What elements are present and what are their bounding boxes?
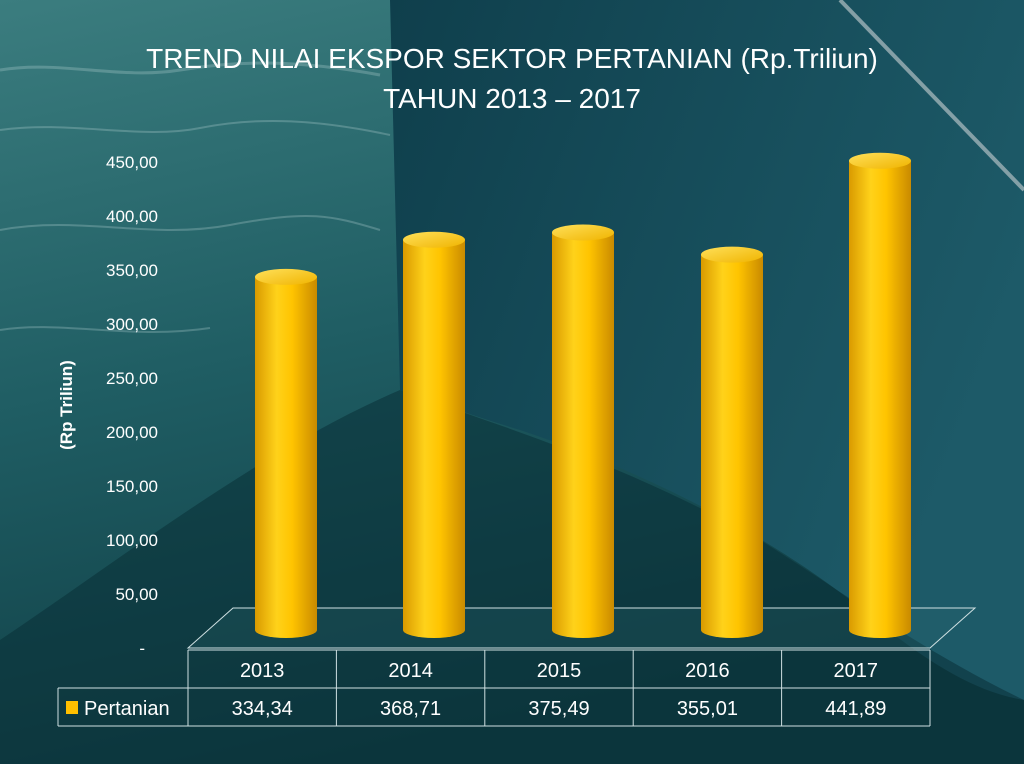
bar-2016	[701, 246, 763, 638]
y-tick-label: 100,00	[106, 531, 158, 550]
data-label: 441,89	[825, 698, 886, 720]
y-tick-label: 450,00	[106, 153, 158, 172]
data-label: 368,71	[380, 698, 441, 720]
bar-series-pertanian	[255, 152, 911, 639]
data-label: 355,01	[677, 698, 738, 720]
category-label: 2017	[834, 660, 879, 682]
bar-body	[255, 276, 317, 638]
bar-2014	[403, 231, 465, 638]
background-waves	[0, 61, 391, 333]
bar-top-cap	[255, 268, 317, 285]
y-tick-label: 200,00	[106, 423, 158, 442]
background-rope	[838, 0, 1024, 192]
bar-2017	[849, 152, 911, 639]
y-tick-label: 300,00	[106, 315, 158, 334]
bar-2013	[255, 268, 317, 638]
bar-body	[701, 254, 763, 638]
bar-body	[849, 160, 911, 639]
y-tick-label: 400,00	[106, 207, 158, 226]
category-label: 2013	[240, 660, 285, 682]
bar-top-cap	[552, 224, 614, 241]
category-label: 2014	[388, 660, 433, 682]
bar-body	[403, 239, 465, 638]
bar-top-cap	[701, 246, 763, 263]
y-axis-label: (Rp Triliun)	[57, 360, 76, 450]
bar-top-cap	[403, 231, 465, 248]
y-tick-label: 250,00	[106, 369, 158, 388]
legend-swatch	[66, 701, 78, 714]
legend-label: Pertanian	[84, 698, 170, 720]
y-axis-ticks: - 50,00 100,00 150,00 200,00 250,00 300,00 350,…	[106, 153, 158, 658]
y-tick-label: 350,00	[106, 261, 158, 280]
bar-body	[552, 232, 614, 638]
y-tick-label: 50,00	[115, 585, 158, 604]
chart-title-line1: TREND NILAI EKSPOR SEKTOR PERTANIAN (Rp.…	[146, 43, 878, 74]
data-label: 375,49	[528, 698, 589, 720]
y-tick-label: 150,00	[106, 477, 158, 496]
bar-2015	[552, 224, 614, 638]
category-label: 2016	[685, 660, 730, 682]
category-label: 2015	[537, 660, 582, 682]
y-tick-label: -	[139, 639, 145, 658]
data-label: 334,34	[232, 698, 293, 720]
chart-title-line2: TAHUN 2013 – 2017	[383, 83, 641, 114]
bar-top-cap	[849, 152, 911, 169]
data-table: 2013 334,34 2014 368,71 2015 375,49 2016 355,01…	[57, 649, 931, 727]
